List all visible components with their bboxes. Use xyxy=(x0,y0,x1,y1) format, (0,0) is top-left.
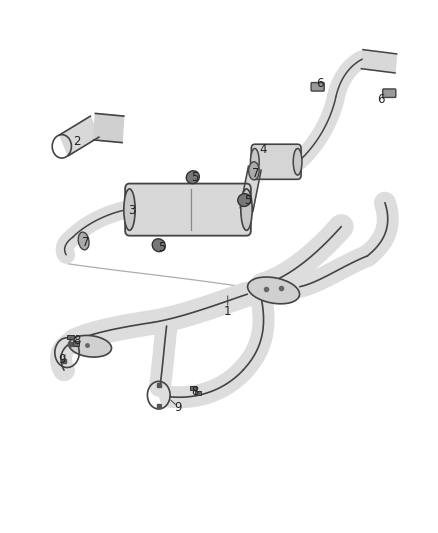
Text: 9: 9 xyxy=(58,353,66,366)
Ellipse shape xyxy=(124,189,135,230)
Bar xyxy=(73,342,79,346)
Polygon shape xyxy=(240,166,261,212)
Text: 3: 3 xyxy=(128,204,135,217)
Ellipse shape xyxy=(238,193,251,206)
Ellipse shape xyxy=(251,149,259,175)
Polygon shape xyxy=(60,116,99,156)
FancyBboxPatch shape xyxy=(125,183,251,236)
Text: 8: 8 xyxy=(74,334,81,348)
FancyBboxPatch shape xyxy=(383,89,396,98)
Text: 9: 9 xyxy=(174,401,181,414)
Ellipse shape xyxy=(69,335,112,357)
Ellipse shape xyxy=(293,149,302,175)
Bar xyxy=(190,385,196,390)
Ellipse shape xyxy=(152,239,165,252)
Ellipse shape xyxy=(241,189,252,230)
Text: 6: 6 xyxy=(316,77,323,90)
Ellipse shape xyxy=(249,162,259,180)
Text: 5: 5 xyxy=(159,241,166,254)
Text: 5: 5 xyxy=(244,193,251,207)
Text: 5: 5 xyxy=(191,171,199,184)
Text: 7: 7 xyxy=(82,236,90,249)
Polygon shape xyxy=(94,114,124,143)
Bar xyxy=(67,335,74,340)
Text: 6: 6 xyxy=(377,93,384,106)
Text: 2: 2 xyxy=(73,135,81,148)
Text: 7: 7 xyxy=(252,167,260,180)
Ellipse shape xyxy=(78,232,89,250)
Text: 8: 8 xyxy=(191,385,199,398)
Polygon shape xyxy=(361,50,397,73)
Bar xyxy=(195,391,201,395)
FancyBboxPatch shape xyxy=(251,144,301,179)
Ellipse shape xyxy=(247,277,300,304)
Text: 4: 4 xyxy=(259,143,266,156)
FancyBboxPatch shape xyxy=(311,83,324,91)
Ellipse shape xyxy=(186,171,199,184)
Text: 1: 1 xyxy=(224,305,231,318)
